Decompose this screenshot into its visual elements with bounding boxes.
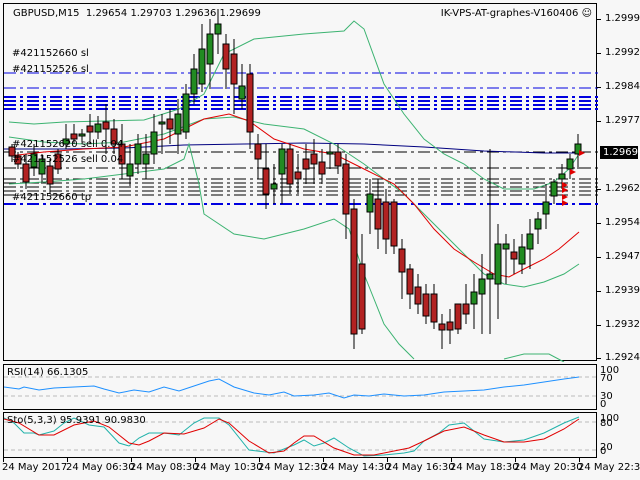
- price-label: 1.29320: [605, 319, 640, 330]
- rsi-level: 30: [600, 391, 613, 402]
- sto-level: 20: [600, 442, 613, 453]
- expert-advisor-label[interactable]: IK-VPS-AT-graphes-V160406 ☺: [441, 8, 592, 19]
- rsi-label: RSI(14) 66.1305: [7, 367, 89, 378]
- time-label: 24 May 12:30: [258, 462, 327, 473]
- time-label: 24 May 08:30: [130, 462, 199, 473]
- order-label[interactable]: #421152526 sell 0.04: [12, 154, 124, 165]
- order-label[interactable]: #421152620 sell 0.04: [12, 139, 124, 150]
- current-price-badge: 1.29699: [600, 146, 640, 159]
- expert-name: IK-VPS-AT-graphes-V160406: [440, 8, 579, 19]
- sto-level: 100: [600, 413, 620, 424]
- smiley-icon: ☺: [581, 8, 592, 19]
- price-label: 1.29845: [605, 81, 640, 92]
- main-chart-panel[interactable]: GBPUSD,M15 1.29654 1.29703 1.29636 1.296…: [3, 3, 598, 362]
- stochastic-label: Sto(5,3,3) 95.9391 90.9830: [7, 415, 146, 426]
- price-label: 1.29620: [605, 183, 640, 194]
- chart-title: GBPUSD,M15 1.29654 1.29703 1.29636 1.296…: [13, 8, 261, 19]
- symbol-timeframe: GBPUSD,M15: [13, 8, 80, 19]
- rsi-level: 70: [600, 373, 613, 384]
- stochastic-canvas: [4, 416, 598, 457]
- trade-arrows: [562, 150, 585, 206]
- rsi-level: 100: [600, 365, 620, 376]
- time-label: 24 May 10:30: [194, 462, 263, 473]
- time-label: 24 May 2017: [2, 462, 68, 473]
- price-label: 1.29395: [605, 285, 640, 296]
- order-label[interactable]: #421152526 sl: [12, 64, 89, 75]
- sto-level: 0: [600, 446, 607, 457]
- price-label: 1.29770: [605, 115, 640, 126]
- price-label: 1.29995: [605, 13, 640, 24]
- price-label: 1.29920: [605, 47, 640, 58]
- time-label: 24 May 20:30: [514, 462, 583, 473]
- price-label: 1.29245: [605, 352, 640, 363]
- rsi-canvas: [4, 376, 598, 399]
- sto-level: 80: [600, 418, 613, 429]
- price-label: 1.29470: [605, 251, 640, 262]
- price-chart-canvas: [4, 9, 598, 362]
- order-label[interactable]: #421152660 tp: [12, 192, 92, 203]
- order-label[interactable]: #421152660 sl: [12, 48, 89, 59]
- ohlc-values: 1.29654 1.29703 1.29636 1.29699: [85, 8, 261, 19]
- time-label: 24 May 06:30: [66, 462, 135, 473]
- rsi-panel[interactable]: RSI(14) 66.1305: [3, 364, 598, 410]
- price-label: 1.29545: [605, 217, 640, 228]
- time-label: 24 May 16:30: [386, 462, 455, 473]
- time-label: 24 May 14:30: [322, 462, 391, 473]
- candlesticks: [8, 9, 582, 349]
- time-label: 24 May 22:30: [578, 462, 640, 473]
- rsi-level: 0: [600, 399, 607, 410]
- stochastic-panel[interactable]: Sto(5,3,3) 95.9391 90.9830: [3, 412, 598, 458]
- time-label: 24 May 18:30: [450, 462, 519, 473]
